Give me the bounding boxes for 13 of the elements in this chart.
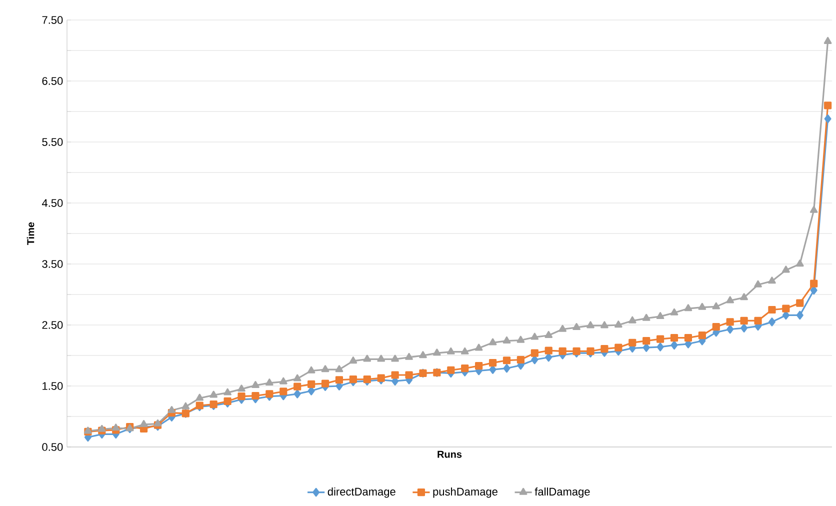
y-tick-label: 3.50: [42, 260, 63, 268]
y-tick-label: 2.50: [42, 321, 63, 329]
y-tick-label: 4.50: [42, 199, 63, 207]
x-axis-title: Runs: [438, 450, 462, 458]
y-tick-label: 6.50: [42, 77, 63, 85]
y-tick-label: 0.50: [42, 443, 63, 451]
y-tick-label: 5.50: [42, 138, 63, 146]
legend-label: fallDamage: [534, 487, 590, 498]
legend-label: pushDamage: [433, 487, 498, 498]
y-tick-label: 1.50: [42, 382, 63, 390]
y-tick-label: 7.50: [42, 16, 63, 24]
legend-label: directDamage: [328, 487, 396, 498]
y-axis-title: Time: [26, 222, 34, 245]
